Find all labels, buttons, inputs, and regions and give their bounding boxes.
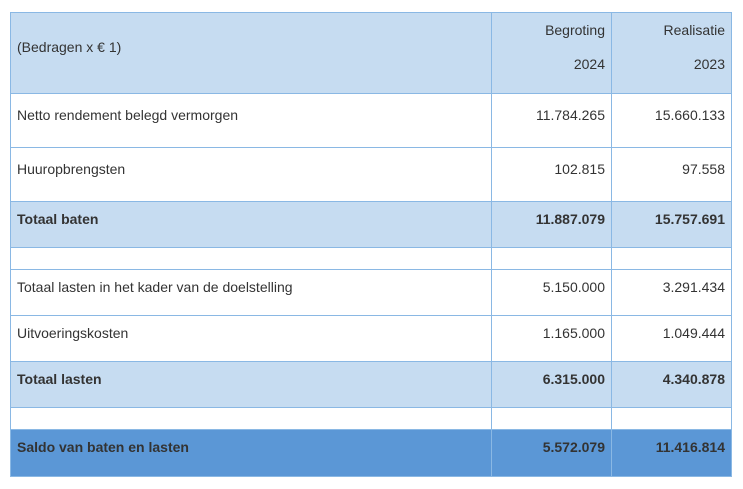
column-title: Begroting (545, 22, 605, 38)
spacer-cell (492, 408, 612, 430)
value: 4.340.878 (662, 371, 725, 387)
value-cell: 102.815 (492, 148, 612, 202)
value-cell: 1.049.444 (612, 316, 732, 362)
value: 1.049.444 (662, 325, 725, 341)
row-label: Totaal baten (17, 211, 99, 227)
value: 97.558 (682, 161, 725, 177)
value: 102.815 (554, 161, 605, 177)
table: (Bedragen x € 1) Begroting 2024 Realisatie 2… (10, 12, 732, 477)
value: 6.315.000 (542, 371, 605, 387)
label-cell: Totaal lasten (11, 362, 492, 408)
spacer-cell (11, 408, 492, 430)
value: 5.572.079 (542, 439, 605, 455)
value-cell: 11.416.814 (612, 430, 732, 477)
spacer-cell (612, 408, 732, 430)
value-cell: 11.784.265 (492, 94, 612, 148)
column-year: 2024 (573, 56, 605, 72)
row-label: Uitvoeringskosten (17, 325, 129, 341)
value: 11.784.265 (535, 107, 605, 123)
value-cell: 5.572.079 (492, 430, 612, 477)
row-label: Totaal lasten (17, 371, 102, 387)
header-cell: Begroting 2024 (492, 13, 612, 94)
column-title: Realisatie (663, 22, 725, 38)
value-cell: 1.165.000 (492, 316, 612, 362)
value-cell: 15.660.133 (612, 94, 732, 148)
spacer-cell (612, 248, 732, 270)
label-cell: Totaal baten (11, 202, 492, 248)
header-label: (Bedragen x € 1) (17, 39, 122, 55)
spacer-cell (11, 248, 492, 270)
label-cell: Uitvoeringskosten (11, 316, 492, 362)
value: 5.150.000 (542, 279, 605, 295)
value-cell: 15.757.691 (612, 202, 732, 248)
value-cell: 3.291.434 (612, 270, 732, 316)
label-cell: Totaal lasten in het kader van de doelst… (11, 270, 492, 316)
value: 1.165.000 (542, 325, 605, 341)
value: 15.757.691 (654, 211, 725, 227)
column-year: 2023 (693, 56, 725, 72)
row-label: Netto rendement belegd vermorgen (17, 107, 239, 123)
spacer-cell (492, 248, 612, 270)
label-cell: Huuropbrengsten (11, 148, 492, 202)
header-cell: Realisatie 2023 (612, 13, 732, 94)
value-cell: 4.340.878 (612, 362, 732, 408)
label-cell: Saldo van baten en lasten (11, 430, 492, 477)
row-label: Totaal lasten in het kader van de doelst… (17, 279, 293, 295)
value-cell: 6.315.000 (492, 362, 612, 408)
row-label: Huuropbrengsten (17, 161, 126, 177)
row-label: Saldo van baten en lasten (17, 439, 189, 455)
label-cell: Netto rendement belegd vermorgen (11, 94, 492, 148)
value-cell: 97.558 (612, 148, 732, 202)
value-cell: 5.150.000 (492, 270, 612, 316)
value: 3.291.434 (662, 279, 725, 295)
header-cell: (Bedragen x € 1) (11, 13, 492, 94)
value: 15.660.133 (654, 107, 725, 123)
value: 11.887.079 (535, 211, 605, 227)
value-cell: 11.887.079 (492, 202, 612, 248)
value: 11.416.814 (655, 439, 725, 455)
